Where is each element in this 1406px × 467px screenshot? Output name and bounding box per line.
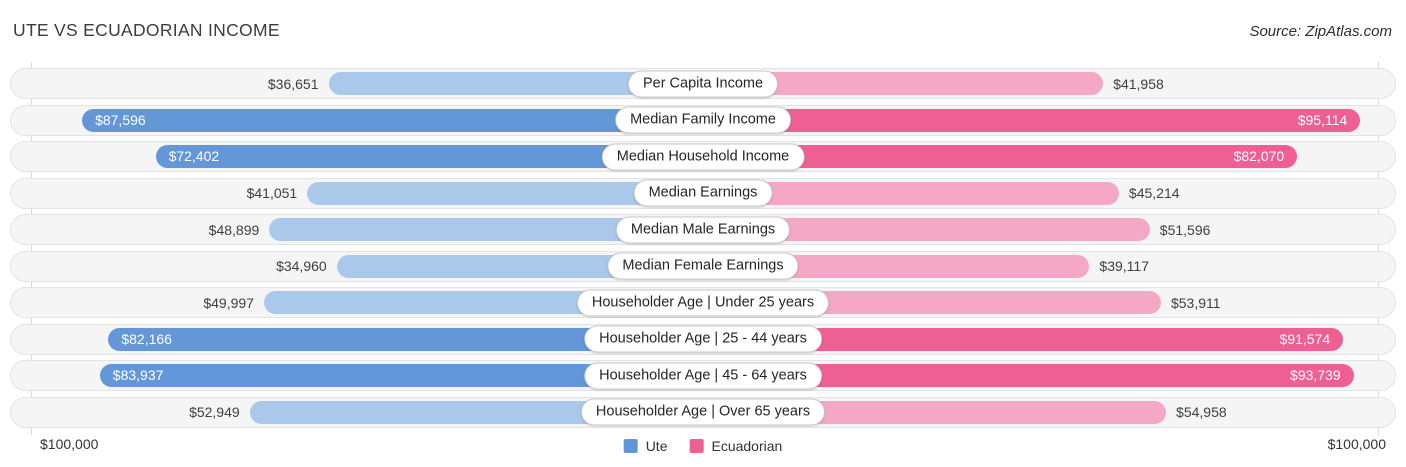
legend-swatch-ute bbox=[623, 439, 638, 453]
legend-label-ute: Ute bbox=[645, 438, 668, 454]
ute-value-label: $34,960 bbox=[276, 258, 327, 274]
chart-row: $82,166 $91,574 Householder Age | 25 - 4… bbox=[10, 323, 1396, 355]
category-label: Median Earnings bbox=[633, 179, 773, 207]
chart-footer: $100,000 Ute Ecuadorian $100,000 bbox=[0, 433, 1406, 459]
chart-row: $49,997 $53,911 Householder Age | Under … bbox=[10, 287, 1396, 318]
x-axis-max-label-right: $100,000 bbox=[1327, 436, 1386, 452]
ute-value-label: $52,949 bbox=[189, 404, 240, 420]
ecuadorian-bar[interactable]: $82,070 bbox=[703, 145, 1298, 168]
ecuadorian-bar[interactable] bbox=[703, 181, 1119, 205]
axis-gridline-left bbox=[31, 62, 32, 435]
ecuadorian-bar[interactable] bbox=[703, 218, 1150, 241]
legend: Ute Ecuadorian bbox=[623, 433, 783, 459]
ute-bar[interactable]: $87,596 bbox=[82, 108, 703, 132]
category-label: Per Capita Income bbox=[627, 70, 779, 97]
ute-value-label: $87,596 bbox=[95, 111, 146, 128]
category-label: Householder Age | 25 - 44 years bbox=[584, 325, 822, 353]
category-label: Householder Age | 45 - 64 years bbox=[584, 362, 822, 389]
chart-row: $72,402 $82,070 Median Household Income bbox=[10, 141, 1396, 172]
ute-value-label: $41,051 bbox=[246, 185, 298, 201]
ecuadorian-value-label: $41,958 bbox=[1113, 75, 1164, 92]
category-label: Median Male Earnings bbox=[615, 216, 791, 243]
ute-bar[interactable]: $83,937 bbox=[99, 364, 703, 387]
ecuadorian-value-label: $82,070 bbox=[1233, 148, 1285, 164]
chart-row: $34,960 $39,117 Median Female Earnings bbox=[10, 250, 1396, 282]
category-label: Median Family Income bbox=[615, 106, 791, 134]
chart-row: $52,949 $54,958 Householder Age | Over 6… bbox=[10, 396, 1396, 428]
legend-swatch-ecuadorian bbox=[689, 439, 704, 453]
ecuadorian-value-label: $45,214 bbox=[1128, 185, 1180, 201]
category-label: Householder Age | Over 65 years bbox=[580, 398, 826, 426]
ute-bar[interactable]: $72,402 bbox=[155, 145, 703, 168]
ecuadorian-value-label: $39,117 bbox=[1099, 258, 1149, 274]
category-label: Median Household Income bbox=[601, 143, 805, 170]
ecuadorian-value-label: $91,574 bbox=[1279, 330, 1331, 347]
ecuadorian-value-label: $93,739 bbox=[1290, 367, 1341, 383]
ecuadorian-bar[interactable] bbox=[703, 72, 1104, 95]
ute-bar[interactable] bbox=[328, 72, 703, 95]
category-label: Householder Age | Under 25 years bbox=[576, 289, 830, 316]
chart-row: $41,051 $45,214 Median Earnings bbox=[10, 177, 1396, 209]
ecuadorian-value-label: $53,911 bbox=[1170, 294, 1221, 311]
ecuadorian-value-label: $95,114 bbox=[1297, 111, 1348, 128]
ecuadorian-value-label: $54,958 bbox=[1176, 404, 1227, 420]
ute-bar[interactable] bbox=[307, 181, 703, 205]
source-attribution: Source: ZipAtlas.com bbox=[1249, 23, 1392, 40]
bar-chart: $36,651 $41,958 Per Capita Income $87,59… bbox=[10, 68, 1396, 428]
ecuadorian-bar[interactable]: $93,739 bbox=[703, 364, 1354, 387]
ute-value-label: $83,937 bbox=[112, 367, 164, 383]
ecuadorian-value-label: $51,596 bbox=[1159, 221, 1211, 238]
ute-bar[interactable] bbox=[269, 218, 703, 241]
page-title: UTE VS ECUADORIAN INCOME bbox=[13, 20, 280, 40]
ecuadorian-bar[interactable]: $95,114 bbox=[703, 108, 1361, 132]
ute-value-label: $36,651 bbox=[267, 75, 319, 92]
ute-value-label: $48,899 bbox=[208, 221, 260, 238]
ute-value-label: $82,166 bbox=[121, 330, 172, 347]
chart-row: $83,937 $93,739 Householder Age | 45 - 6… bbox=[10, 360, 1396, 391]
chart-row: $36,651 $41,958 Per Capita Income bbox=[10, 68, 1396, 99]
legend-label-ecuadorian: Ecuadorian bbox=[711, 438, 783, 454]
ute-value-label: $49,997 bbox=[203, 294, 254, 311]
ute-bar[interactable]: $82,166 bbox=[108, 327, 703, 351]
ecuadorian-bar[interactable] bbox=[703, 254, 1090, 278]
category-label: Median Female Earnings bbox=[607, 252, 799, 280]
axis-gridline-right bbox=[1378, 62, 1379, 435]
chart-row: $87,596 $95,114 Median Family Income bbox=[10, 104, 1396, 136]
ute-value-label: $72,402 bbox=[168, 148, 220, 164]
chart-row: $48,899 $51,596 Median Male Earnings bbox=[10, 214, 1396, 245]
ecuadorian-bar[interactable]: $91,574 bbox=[703, 327, 1344, 351]
x-axis-max-label-left: $100,000 bbox=[40, 436, 99, 452]
